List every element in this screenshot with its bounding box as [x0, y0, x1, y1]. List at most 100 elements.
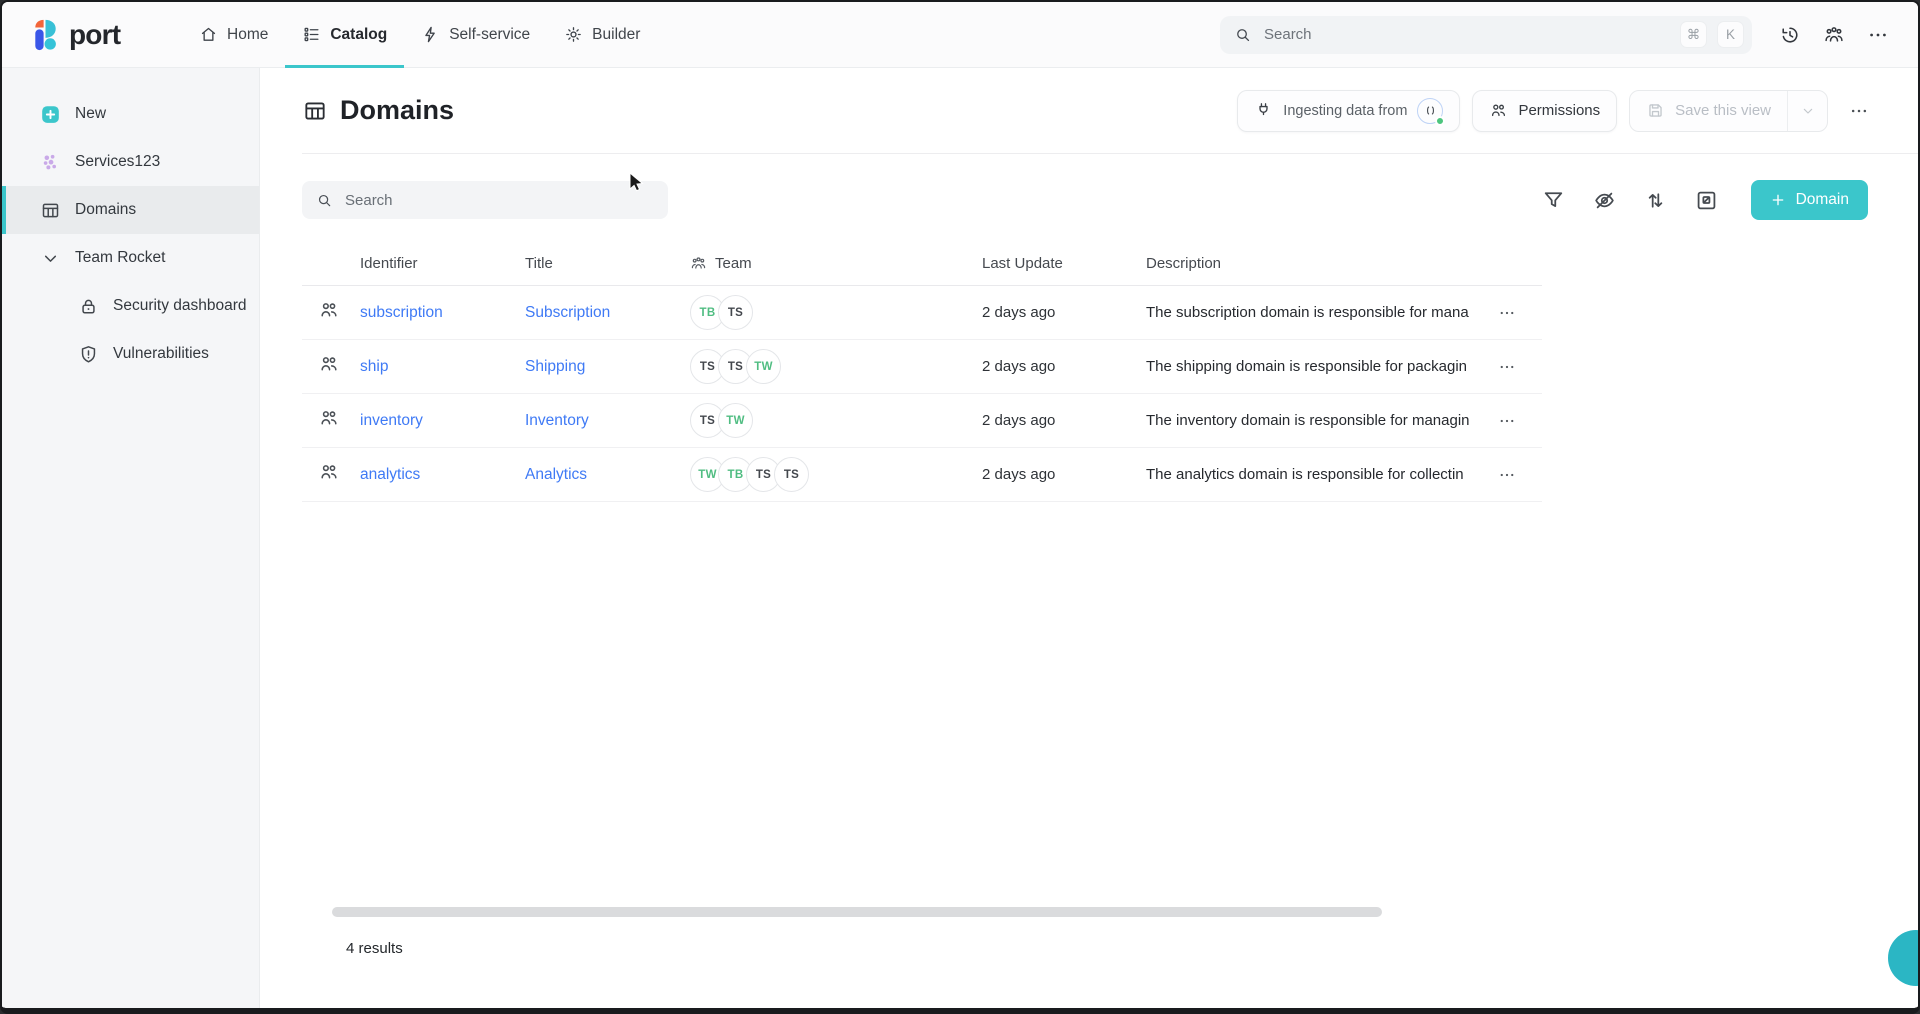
brand-name: port: [69, 18, 121, 50]
title-link[interactable]: Analytics: [525, 465, 588, 483]
table-search-input[interactable]: [343, 190, 654, 210]
column-header-team[interactable]: Team: [690, 255, 982, 272]
page-more-button[interactable]: [1840, 92, 1878, 130]
team-cell: TS TS TW: [690, 349, 982, 384]
title-link[interactable]: Inventory: [525, 411, 589, 429]
more-icon: [1867, 24, 1889, 46]
history-button[interactable]: [1772, 17, 1808, 53]
toolbar-actions: Domain: [1541, 180, 1868, 220]
add-domain-label: Domain: [1795, 191, 1849, 208]
sidebar-item-team-rocket[interactable]: Team Rocket: [2, 234, 259, 282]
ingesting-data-label: Ingesting data from: [1283, 102, 1408, 119]
team-cell: TW TB TS TS: [690, 457, 982, 492]
identifier-link[interactable]: subscription: [360, 303, 443, 321]
global-search-input[interactable]: [1262, 25, 1669, 44]
plug-icon: [1254, 101, 1273, 120]
global-search[interactable]: ⌘ K: [1220, 15, 1752, 54]
row-menu-button[interactable]: [1492, 298, 1522, 328]
last-update: 2 days ago: [982, 412, 1056, 429]
identifier-link[interactable]: ship: [360, 357, 389, 375]
last-update: 2 days ago: [982, 466, 1056, 483]
main-content: Domains Ingesting data from Permissions: [260, 68, 1918, 1008]
search-icon: [316, 192, 333, 209]
team-blueprint-icon: [318, 461, 340, 483]
filter-button[interactable]: [1541, 188, 1566, 213]
column-header-title[interactable]: Title: [525, 255, 553, 272]
shield-icon: [78, 344, 99, 365]
column-header-last-update[interactable]: Last Update: [982, 255, 1063, 272]
last-update: 2 days ago: [982, 358, 1056, 375]
add-domain-button[interactable]: Domain: [1750, 180, 1868, 220]
teams-button[interactable]: [1816, 17, 1852, 53]
team-badge: TS: [718, 295, 753, 330]
row-description: The shipping domain is responsible for p…: [1146, 358, 1468, 375]
sidebar-item-label: Domains: [75, 201, 137, 218]
domains-table: Identifier Title Team Last Update Descri…: [302, 242, 1542, 502]
team-blueprint-icon: [318, 407, 340, 429]
port-logo[interactable]: port: [30, 18, 168, 52]
row-description: The subscription domain is responsible f…: [1146, 304, 1469, 321]
save-view-group: Save this view: [1629, 89, 1828, 132]
save-view-dropdown-button[interactable]: [1787, 90, 1827, 131]
permissions-label: Permissions: [1518, 102, 1601, 119]
sidebar-item-new[interactable]: New: [2, 90, 259, 138]
permissions-button[interactable]: Permissions: [1472, 89, 1618, 132]
more-icon: [1498, 466, 1516, 484]
group-by-icon: [1694, 188, 1719, 213]
tab-home[interactable]: Home: [182, 2, 285, 67]
sort-icon: [1643, 188, 1668, 213]
cmd-key: ⌘: [1681, 22, 1706, 47]
identifier-link[interactable]: analytics: [360, 465, 421, 483]
team-badge: TW: [746, 349, 781, 384]
sidebar-item-services123[interactable]: Services123: [2, 138, 259, 186]
page-header: Domains Ingesting data from Permissions: [302, 68, 1918, 154]
plus-icon: [1770, 192, 1786, 208]
sort-button[interactable]: [1643, 188, 1668, 213]
save-icon: [1646, 101, 1665, 120]
table-row: inventory Inventory TS TW 2 days ago The inve…: [302, 394, 1542, 448]
status-dot: [1435, 115, 1446, 126]
identifier-link[interactable]: inventory: [360, 411, 423, 429]
row-menu-button[interactable]: [1492, 406, 1522, 436]
more-icon: [1498, 304, 1516, 322]
plus-square-icon: [40, 104, 61, 125]
tab-label: Builder: [592, 25, 641, 43]
page-title: Domains: [302, 95, 454, 126]
sidebar-item-domains[interactable]: Domains: [2, 186, 259, 234]
team-badge: TS: [774, 457, 809, 492]
column-header-identifier[interactable]: Identifier: [360, 255, 418, 272]
team-cell: TS TW: [690, 403, 982, 438]
horizontal-scrollbar[interactable]: [332, 907, 1382, 917]
topbar-more-button[interactable]: [1860, 17, 1896, 53]
row-menu-button[interactable]: [1492, 460, 1522, 490]
ingesting-data-button[interactable]: Ingesting data from: [1237, 89, 1461, 132]
filter-icon: [1541, 188, 1566, 213]
tab-catalog[interactable]: Catalog: [285, 2, 405, 68]
tab-builder[interactable]: Builder: [547, 2, 657, 67]
hide-columns-button[interactable]: [1592, 188, 1617, 213]
column-header-description[interactable]: Description: [1146, 255, 1222, 272]
table-icon: [40, 200, 61, 221]
sidebar-item-vulnerabilities[interactable]: Vulnerabilities: [2, 330, 259, 378]
lightning-icon: [421, 25, 440, 44]
row-description: The analytics domain is responsible for …: [1146, 466, 1464, 483]
table-search[interactable]: [302, 181, 668, 219]
group-by-button[interactable]: [1694, 188, 1719, 213]
row-menu-button[interactable]: [1492, 352, 1522, 382]
save-view-button[interactable]: Save this view: [1630, 91, 1787, 131]
tab-label: Catalog: [330, 25, 388, 43]
title-link[interactable]: Shipping: [525, 357, 586, 375]
sidebar-item-security-dashboard[interactable]: Security dashboard: [2, 282, 259, 330]
sync-icon: [1423, 103, 1438, 118]
chevron-down-icon: [40, 248, 61, 269]
team-badge: TW: [718, 403, 753, 438]
tab-self-service[interactable]: Self-service: [404, 2, 547, 67]
title-link[interactable]: Subscription: [525, 303, 611, 321]
history-icon: [1779, 24, 1801, 46]
home-icon: [199, 25, 218, 44]
table-header: Identifier Title Team Last Update Descri…: [302, 242, 1542, 286]
more-icon: [1849, 101, 1869, 121]
sidebar-item-label: Team Rocket: [75, 249, 166, 266]
people-icon: [1489, 101, 1508, 120]
